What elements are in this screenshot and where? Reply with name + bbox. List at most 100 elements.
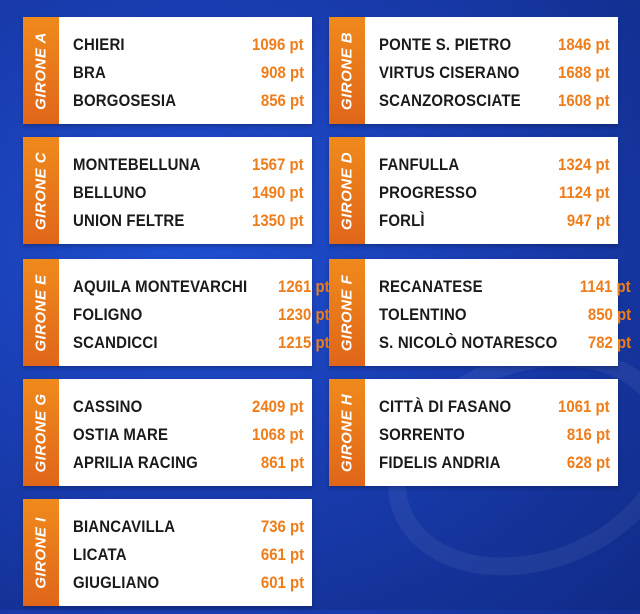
- group-label: GIRONE E: [32, 273, 50, 352]
- team-name: SORRENTO: [379, 425, 465, 444]
- team-name: FOLIGNO: [73, 305, 143, 324]
- group-label: GIRONE G: [32, 392, 50, 473]
- group-card-e: GIRONE E AQUILA MONTEVARCHI 1261 pt FOLIG…: [23, 259, 330, 366]
- team-name: BELLUNO: [73, 183, 147, 202]
- team-points: 1124 pt: [559, 183, 610, 202]
- group-label: GIRONE D: [338, 151, 356, 230]
- team-name: RECANATESE: [379, 277, 483, 296]
- team-row: SCANZOROSCIATE 1608 pt: [379, 87, 610, 115]
- team-points: 1261 pt: [278, 277, 330, 296]
- team-name: CASSINO: [73, 397, 143, 416]
- team-name: PROGRESSO: [379, 183, 478, 202]
- group-card-b: GIRONE B PONTE S. PIETRO 1846 pt VIRTUS C…: [329, 17, 618, 124]
- team-row: MONTEBELLUNA 1567 pt: [73, 151, 304, 179]
- team-points: 782 pt: [587, 333, 631, 352]
- team-name: PONTE S. PIETRO: [379, 35, 512, 54]
- team-points: 856 pt: [260, 91, 304, 110]
- team-points: 1215 pt: [278, 333, 330, 352]
- team-points: 816 pt: [566, 425, 610, 444]
- team-row: SCANDICCI 1215 pt: [73, 329, 330, 357]
- team-row: AQUILA MONTEVARCHI 1261 pt: [73, 273, 330, 301]
- group-label-tab: GIRONE E: [23, 259, 59, 366]
- team-name: SCANZOROSCIATE: [379, 91, 521, 110]
- team-row: FANFULLA 1324 pt: [379, 151, 610, 179]
- group-label-tab: GIRONE D: [329, 137, 365, 244]
- team-row: SORRENTO 816 pt: [379, 421, 610, 449]
- group-label: GIRONE F: [338, 274, 356, 351]
- team-row: BIANCAVILLA 736 pt: [73, 513, 304, 541]
- team-name: APRILIA RACING: [73, 453, 198, 472]
- team-name: SCANDICCI: [73, 333, 158, 352]
- group-card-i: GIRONE I BIANCAVILLA 736 pt LICATA 661 pt …: [23, 499, 312, 606]
- team-points: 736 pt: [260, 517, 304, 536]
- group-label-tab: GIRONE I: [23, 499, 59, 606]
- group-card-g: GIRONE G CASSINO 2409 pt OSTIA MARE 1068 p…: [23, 379, 312, 486]
- team-row: VIRTUS CISERANO 1688 pt: [379, 59, 610, 87]
- group-label: GIRONE A: [32, 31, 50, 110]
- team-name: UNION FELTRE: [73, 211, 185, 230]
- team-name: BIANCAVILLA: [73, 517, 176, 536]
- team-points: 850 pt: [587, 305, 631, 324]
- team-points: 1324 pt: [558, 155, 610, 174]
- team-name: TOLENTINO: [379, 305, 467, 324]
- team-points: 1490 pt: [252, 183, 304, 202]
- team-name: BRA: [73, 63, 106, 82]
- group-card-h: GIRONE H CITTÀ DI FASANO 1061 pt SORRENTO…: [329, 379, 618, 486]
- group-label-tab: GIRONE H: [329, 379, 365, 486]
- team-row: APRILIA RACING 861 pt: [73, 449, 304, 477]
- group-label-tab: GIRONE B: [329, 17, 365, 124]
- team-points: 661 pt: [260, 545, 304, 564]
- team-row: BRA 908 pt: [73, 59, 304, 87]
- group-label: GIRONE I: [32, 516, 50, 589]
- team-row: PROGRESSO 1124 pt: [379, 179, 610, 207]
- team-name: S. NICOLÒ NOTARESCO: [379, 333, 558, 352]
- team-name: BORGOSESIA: [73, 91, 177, 110]
- team-points: 947 pt: [566, 211, 610, 230]
- team-name: FIDELIS ANDRIA: [379, 453, 501, 472]
- team-name: VIRTUS CISERANO: [379, 63, 520, 82]
- team-points: 601 pt: [260, 573, 304, 592]
- team-name: FORLÌ: [379, 211, 425, 230]
- group-label: GIRONE H: [338, 393, 356, 472]
- team-row: UNION FELTRE 1350 pt: [73, 207, 304, 235]
- team-points: 1141 pt: [580, 277, 631, 296]
- team-row: FOLIGNO 1230 pt: [73, 301, 330, 329]
- team-name: FANFULLA: [379, 155, 460, 174]
- team-row: LICATA 661 pt: [73, 541, 304, 569]
- group-card-a: GIRONE A CHIERI 1096 pt BRA 908 pt BORGOSE…: [23, 17, 312, 124]
- group-label: GIRONE B: [338, 31, 356, 110]
- team-row: S. NICOLÒ NOTARESCO 782 pt: [379, 329, 631, 357]
- team-points: 1096 pt: [252, 35, 304, 54]
- team-points: 1608 pt: [558, 91, 610, 110]
- team-points: 908 pt: [260, 63, 304, 82]
- team-row: GIUGLIANO 601 pt: [73, 569, 304, 597]
- group-label-tab: GIRONE A: [23, 17, 59, 124]
- team-points: 1688 pt: [558, 63, 610, 82]
- team-name: AQUILA MONTEVARCHI: [73, 277, 248, 296]
- team-row: FIDELIS ANDRIA 628 pt: [379, 449, 610, 477]
- team-points: 628 pt: [566, 453, 610, 472]
- team-name: MONTEBELLUNA: [73, 155, 201, 174]
- group-card-d: GIRONE D FANFULLA 1324 pt PROGRESSO 1124 p…: [329, 137, 618, 244]
- group-label-tab: GIRONE G: [23, 379, 59, 486]
- team-points: 861 pt: [260, 453, 304, 472]
- team-row: TOLENTINO 850 pt: [379, 301, 631, 329]
- team-name: CITTÀ DI FASANO: [379, 397, 512, 416]
- team-points: 2409 pt: [252, 397, 304, 416]
- team-points: 1846 pt: [558, 35, 610, 54]
- team-row: OSTIA MARE 1068 pt: [73, 421, 304, 449]
- team-row: BORGOSESIA 856 pt: [73, 87, 304, 115]
- team-points: 1567 pt: [252, 155, 304, 174]
- team-name: GIUGLIANO: [73, 573, 160, 592]
- team-row: PONTE S. PIETRO 1846 pt: [379, 31, 610, 59]
- team-points: 1230 pt: [278, 305, 330, 324]
- team-row: CITTÀ DI FASANO 1061 pt: [379, 393, 610, 421]
- group-label: GIRONE C: [32, 151, 50, 230]
- team-name: LICATA: [73, 545, 127, 564]
- team-row: CASSINO 2409 pt: [73, 393, 304, 421]
- team-name: OSTIA MARE: [73, 425, 169, 444]
- team-row: RECANATESE 1141 pt: [379, 273, 631, 301]
- team-points: 1068 pt: [252, 425, 304, 444]
- team-points: 1350 pt: [252, 211, 304, 230]
- team-points: 1061 pt: [558, 397, 610, 416]
